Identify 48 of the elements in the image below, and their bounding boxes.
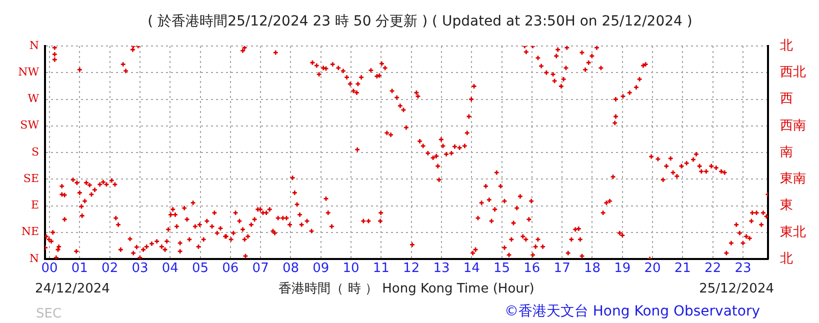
category-label: 西 [780,92,793,107]
category-label: SE [23,172,39,185]
x-tick-label: 17 [554,261,570,276]
category-label: N [29,38,39,52]
chart-title: ( 於香港時間25/12/2024 23 時 50 分更新 ) ( Updated at 23:50H on 25/12/2024 ) [148,14,692,30]
x-tick-label: 20 [644,261,661,276]
x-tick-label: 13 [433,261,450,276]
x-tick-label: 10 [342,261,360,276]
x-tick-label: 18 [584,261,600,276]
category-label: 西南 [780,118,806,134]
x-tick-label: 01 [71,261,88,276]
category-label: 東北 [780,224,806,240]
text: 24/12/2024 [35,281,110,296]
category-label: NW [18,65,39,78]
x-tick-label: 14 [463,261,480,276]
x-axis-title: 香港時間（ 時 ） Hong Kong Time (Hour) [278,281,534,296]
x-tick-label: 06 [222,261,239,276]
x-tick-label: 15 [494,261,510,276]
x-tick-label: 16 [524,261,540,276]
x-tick-label: 11 [372,261,390,276]
x-tick-label: 23 [734,261,752,276]
x-tick-label: 12 [403,261,420,276]
category-label: 東 [780,198,793,214]
x-tick-label: 02 [102,261,118,276]
category-label: W [28,92,39,106]
x-tick-label: 21 [674,261,691,276]
category-label: SW [20,118,39,132]
x-tick-label: 07 [252,261,269,276]
category-label: S [31,145,39,158]
x-tick-label: 03 [132,261,148,276]
x-tick-label: 00 [41,261,58,276]
x-tick-label: 05 [192,261,209,276]
x-tick-label: 08 [282,261,299,276]
x-tick-label: 04 [162,261,178,276]
category-label: 東南 [780,172,806,186]
category-label: 南 [780,144,793,160]
category-label: NE [21,225,39,238]
text: ©香港天文台 Hong Kong Observatory [504,304,760,320]
x-tick-label: 09 [312,261,330,276]
category-label: E [30,198,39,212]
text: 25/12/2024 [699,281,774,296]
x-tick-label: 22 [704,261,722,276]
category-label: N [29,252,39,265]
category-label: 北 [780,38,793,54]
category-label: 北 [780,251,793,266]
x-tick-label: 19 [614,261,631,276]
text: SEC [36,306,62,322]
category-label: 西北 [780,65,806,80]
